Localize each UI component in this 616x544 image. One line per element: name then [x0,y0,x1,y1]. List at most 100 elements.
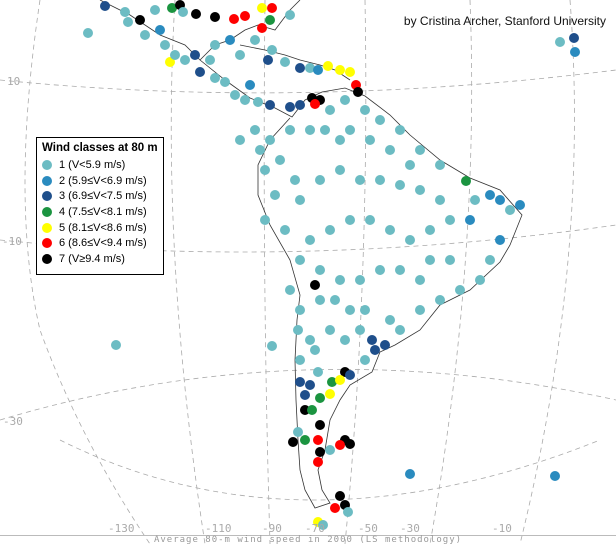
station-marker [485,190,495,200]
lon-label: -90 [262,522,282,535]
station-marker [315,393,325,403]
station-marker [505,205,515,215]
station-marker [220,77,230,87]
station-marker [345,439,355,449]
station-marker [313,65,323,75]
station-marker [470,195,480,205]
station-marker [395,180,405,190]
station-marker [205,55,215,65]
station-marker [267,341,277,351]
station-marker [345,125,355,135]
legend-label: 3 (6.9≤V<7.5 m/s) [59,190,147,203]
station-marker [325,445,335,455]
station-marker [325,105,335,115]
station-marker [295,255,305,265]
station-marker [495,195,505,205]
station-marker [253,97,263,107]
station-marker [230,90,240,100]
station-marker [365,135,375,145]
station-marker [275,155,285,165]
station-marker [315,295,325,305]
station-marker [235,50,245,60]
station-marker [385,145,395,155]
station-marker [425,255,435,265]
station-marker [435,160,445,170]
station-marker [461,176,471,186]
legend-label: 1 (V<5.9 m/s) [59,158,126,171]
station-marker [293,325,303,335]
station-marker [210,73,220,83]
station-marker [330,295,340,305]
station-marker [100,1,110,11]
credit-text: by Cristina Archer, Stanford University [403,14,606,28]
station-marker [245,80,255,90]
station-marker [340,335,350,345]
station-marker [515,200,525,210]
station-marker [165,57,175,67]
station-marker [305,235,315,245]
legend-item: 1 (V<5.9 m/s) [37,157,163,173]
station-marker [365,215,375,225]
station-marker [415,275,425,285]
legend-item: 6 (8.6≤V<9.4 m/s) [37,235,163,251]
lat-label: -10 [2,235,22,248]
legend-swatch-icon [42,253,52,264]
station-marker [569,33,579,43]
lon-label: -110 [205,522,232,535]
station-marker [445,215,455,225]
station-marker [360,305,370,315]
station-marker [305,125,315,135]
station-marker [167,3,177,13]
baseline [0,535,616,536]
station-marker [257,23,267,33]
station-marker [380,340,390,350]
station-marker [295,377,305,387]
station-marker [170,50,180,60]
station-marker [155,25,165,35]
station-marker [385,225,395,235]
station-marker [375,115,385,125]
station-marker [367,335,377,345]
station-marker [345,215,355,225]
station-marker [315,420,325,430]
station-marker [345,305,355,315]
station-marker [335,491,345,501]
station-marker [355,275,365,285]
lat-label: 10 [7,75,21,88]
station-marker [435,295,445,305]
station-marker [465,215,475,225]
station-marker [225,35,235,45]
station-marker [370,345,380,355]
station-marker [335,135,345,145]
station-marker [360,355,370,365]
station-marker [240,11,250,21]
lon-label: -30 [400,522,420,535]
station-marker [160,40,170,50]
station-marker [325,325,335,335]
legend-item: 3 (6.9≤V<7.5 m/s) [37,188,163,204]
station-marker [250,125,260,135]
station-marker [335,440,345,450]
legend-swatch-icon [42,238,52,249]
station-marker [310,280,320,290]
station-marker [415,305,425,315]
legend-item: 4 (7.5≤V<8.1 m/s) [37,204,163,220]
station-marker [235,135,245,145]
station-marker [267,3,277,13]
station-marker [265,100,275,110]
station-marker [300,435,310,445]
station-marker [310,345,320,355]
station-marker [295,100,305,110]
station-marker [210,12,220,22]
station-marker [335,375,345,385]
station-marker [285,125,295,135]
station-marker [395,125,405,135]
legend-item: 2 (5.9≤V<6.9 m/s) [37,173,163,189]
station-marker [360,105,370,115]
legend: Wind classes at 80 m 1 (V<5.9 m/s) 2 (5.9… [36,137,164,275]
station-marker [300,390,310,400]
station-marker [280,57,290,67]
station-marker [310,99,320,109]
station-marker [330,503,340,513]
station-marker [335,65,345,75]
